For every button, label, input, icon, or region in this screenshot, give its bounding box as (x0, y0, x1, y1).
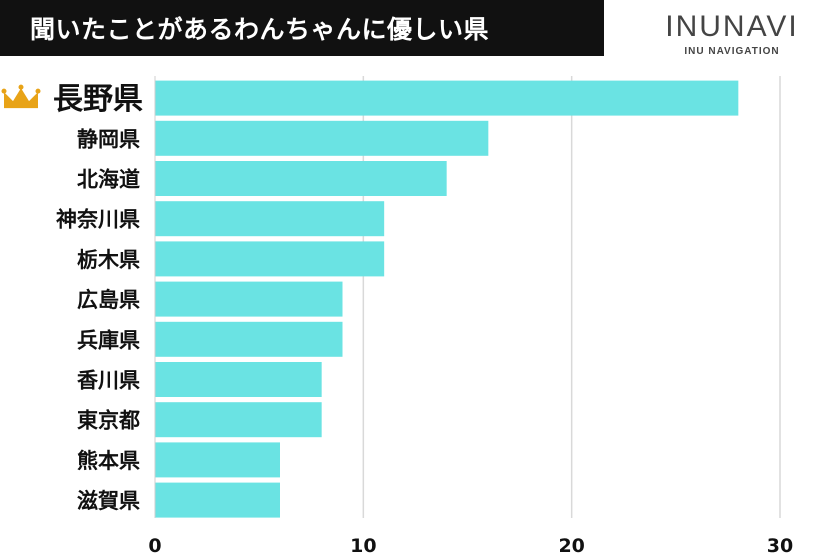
bar-9 (155, 402, 322, 438)
category-label: 兵庫県 (77, 328, 140, 352)
bar-8 (155, 362, 322, 397)
category-label: 香川県 (77, 369, 140, 393)
bar-10 (155, 442, 280, 478)
bar-6 (155, 281, 343, 317)
category-label: 静岡県 (77, 127, 140, 151)
x-tick-label: 30 (767, 535, 793, 557)
title-bar: 聞いたことがあるわんちゃんに優しい県 (0, 0, 604, 56)
category-label: 長野県 (53, 82, 143, 117)
category-label: 熊本県 (77, 449, 140, 473)
category-label: 北海道 (77, 168, 140, 192)
x-tick-label: 0 (148, 535, 161, 557)
category-label: 東京都 (77, 409, 140, 433)
bar-3 (155, 161, 447, 196)
bar-7 (155, 321, 343, 357)
category-label: 滋賀県 (77, 489, 140, 513)
bar-2 (155, 120, 489, 156)
bar-11 (155, 482, 280, 518)
chart-title: 聞いたことがあるわんちゃんに優しい県 (30, 15, 490, 44)
bar-4 (155, 201, 385, 237)
brand-subtitle: INU NAVIGATION (684, 46, 780, 57)
crown-icon (1, 84, 41, 109)
bar-1 (155, 80, 739, 116)
category-label: 広島県 (77, 288, 140, 312)
bar-5 (155, 241, 385, 277)
brand-name: INUNAVI (665, 10, 799, 43)
x-tick-label: 10 (350, 535, 376, 557)
category-label: 栃木県 (77, 248, 140, 272)
brand-logo: INUNAVI INU NAVIGATION (657, 10, 807, 57)
category-label: 神奈川県 (56, 208, 140, 232)
x-tick-label: 20 (558, 535, 584, 557)
